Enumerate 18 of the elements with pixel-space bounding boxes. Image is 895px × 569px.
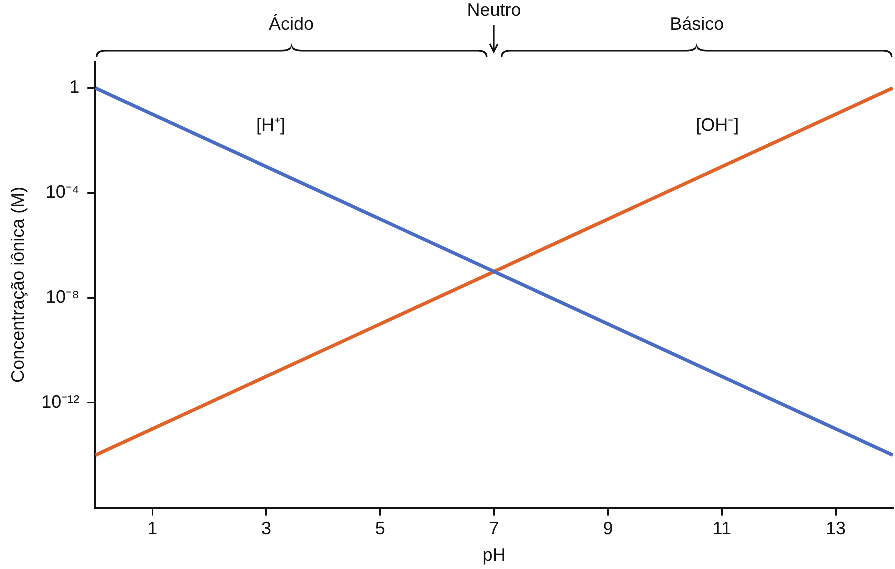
y-tick-label: 10⁻¹² (42, 392, 80, 412)
x-tick-label: 11 (712, 518, 732, 539)
series-label: [H⁺] (256, 114, 286, 135)
x-tick-label: 9 (603, 518, 614, 539)
text: Básico (670, 14, 724, 35)
y-tick-label: 1 (70, 77, 80, 98)
series-label: [OH⁻] (696, 114, 740, 135)
x-tick-label: 5 (375, 518, 386, 539)
x-tick-label: 3 (261, 518, 272, 539)
y-tick-label: 10⁻⁴ (46, 182, 80, 202)
text: Ácido (268, 14, 314, 35)
x-tick-label: 13 (826, 518, 846, 539)
x-tick-label: 7 (489, 518, 500, 539)
y-axis-title: Concentração iônica (M) (8, 186, 28, 383)
text: Neutro (467, 0, 522, 21)
y-tick-label: 10⁻⁸ (46, 286, 80, 307)
x-axis-title: pH (482, 545, 506, 566)
x-tick-label: 1 (148, 518, 158, 539)
